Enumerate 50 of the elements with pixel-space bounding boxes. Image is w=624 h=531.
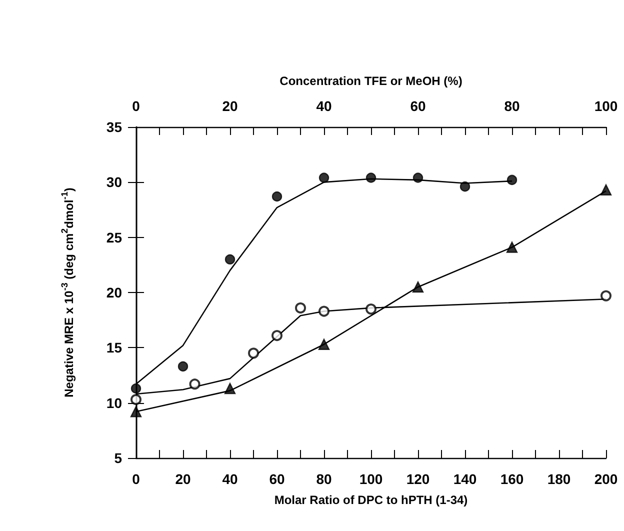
y-tick-label: 10 (106, 394, 122, 411)
x-tick-label: 160 (500, 471, 524, 487)
x2-tick-label: 0 (132, 98, 140, 114)
x2-axis-title: Concentration TFE or MeOH (%) (280, 74, 462, 88)
point (318, 338, 330, 350)
x-tick-label: 120 (406, 471, 430, 487)
point (130, 383, 142, 394)
point (318, 306, 330, 317)
x-axis-title: Molar Ratio of DPC to hPTH (1-34) (274, 493, 468, 507)
point (412, 281, 424, 293)
x-tick-label: 140 (453, 471, 477, 487)
x-tick-label: 180 (547, 471, 571, 487)
x2-tick-label: 60 (410, 98, 426, 114)
y-tick-label: 15 (106, 340, 122, 356)
point (600, 184, 612, 196)
x-tick-label: 100 (359, 471, 383, 487)
x2-tick-label: 40 (316, 98, 332, 114)
point (272, 330, 282, 342)
y-axis-title: Negative MRE x 10-3 (deg cm2dmol-1) (60, 188, 76, 398)
x2-tick-label: 20 (222, 98, 238, 114)
point (318, 172, 330, 183)
y-tick-label: 5 (114, 450, 122, 466)
x-tick-label: 80 (316, 471, 332, 487)
point (506, 174, 518, 186)
x-tick-label: 20 (175, 471, 191, 487)
x2-tick-label: 80 (504, 98, 520, 114)
point (600, 290, 612, 302)
x-tick-label: 0 (132, 471, 140, 487)
point (460, 181, 470, 192)
point (178, 361, 188, 372)
point (189, 378, 200, 390)
point (412, 172, 424, 183)
point (272, 191, 282, 202)
point (130, 394, 142, 406)
point (224, 254, 236, 264)
point (248, 348, 259, 359)
point (506, 242, 518, 253)
point (366, 304, 376, 315)
x-tick-label: 200 (594, 471, 618, 487)
y-tick-label: 20 (106, 284, 122, 300)
x-tick-label: 40 (222, 471, 238, 487)
point (224, 382, 236, 394)
y-tick-label: 35 (106, 119, 122, 135)
point (130, 406, 142, 418)
y-tick-label: 25 (106, 229, 122, 246)
point (366, 172, 376, 183)
point (295, 302, 306, 314)
y-tick-label: 30 (106, 174, 122, 190)
x-tick-label: 60 (269, 471, 285, 487)
x2-tick-label: 100 (594, 98, 618, 114)
